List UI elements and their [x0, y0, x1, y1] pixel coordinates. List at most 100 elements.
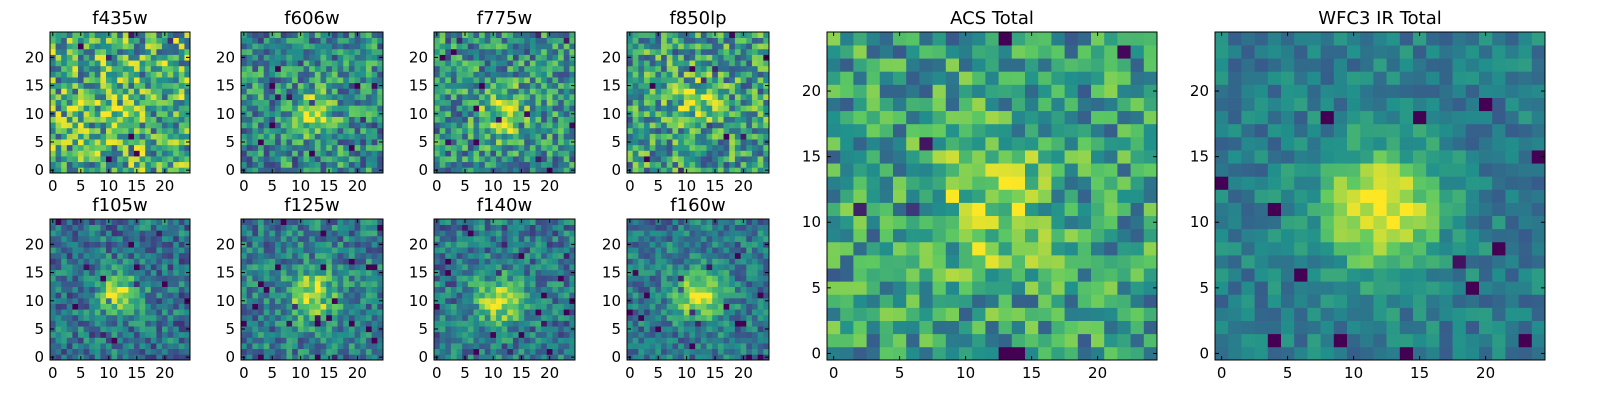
heatmap-cell	[297, 247, 304, 254]
heatmap-cell	[717, 167, 724, 174]
heatmap-cell	[678, 161, 685, 168]
heatmap-cell	[507, 94, 514, 101]
heatmap-cell	[106, 105, 112, 112]
heatmap-cell	[541, 314, 548, 321]
heatmap-cell	[649, 110, 656, 117]
heatmap-cell	[348, 94, 355, 101]
heatmap-cell	[280, 281, 287, 288]
y-tick-label: 0	[225, 348, 235, 366]
heatmap-cell	[546, 331, 553, 338]
heatmap-cell	[434, 144, 440, 151]
heatmap-cell	[456, 88, 463, 95]
heatmap-cell	[552, 161, 559, 168]
heatmap-cell	[111, 144, 118, 151]
axes-frame	[433, 31, 576, 174]
heatmap-cell	[145, 43, 152, 50]
heatmap-cell	[678, 88, 685, 95]
heatmap-cell	[286, 224, 293, 231]
heatmap-cell	[252, 297, 259, 304]
heatmap-cell	[326, 269, 333, 276]
heatmap-cell	[241, 133, 248, 140]
heatmap-cell	[320, 37, 327, 44]
heatmap-cell	[496, 269, 503, 276]
heatmap-cell	[490, 105, 497, 112]
heatmap-cell	[473, 326, 480, 333]
heatmap-cell	[258, 224, 265, 231]
heatmap-cell	[178, 32, 185, 38]
heatmap-cell	[467, 331, 474, 338]
heatmap-cell	[184, 99, 191, 106]
heatmap-cell	[343, 252, 350, 259]
heatmap-cell	[139, 281, 146, 288]
heatmap-cell	[178, 133, 185, 140]
heatmap-cell	[263, 37, 270, 44]
heatmap-cell	[178, 88, 185, 95]
heatmap-cell	[712, 88, 719, 95]
heatmap-cell	[434, 224, 440, 231]
heatmap-cell	[50, 116, 56, 123]
heatmap-cell	[377, 133, 384, 140]
heatmap-cell	[303, 139, 310, 146]
heatmap-cell	[78, 37, 84, 44]
heatmap-cell	[507, 156, 514, 163]
heatmap-cell	[496, 314, 503, 321]
heatmap-cell	[167, 32, 174, 38]
heatmap-cell	[314, 343, 321, 350]
heatmap-cell	[467, 139, 474, 146]
heatmap-cell	[638, 122, 645, 129]
heatmap-cell	[150, 127, 157, 134]
heatmap-cell	[467, 241, 474, 248]
heatmap-cell	[507, 320, 514, 327]
heatmap-cell	[683, 150, 690, 157]
heatmap-cell	[280, 314, 287, 321]
heatmap-cell	[661, 139, 668, 146]
heatmap-cell	[78, 144, 84, 151]
heatmap-cell	[337, 122, 344, 129]
heatmap-cell	[377, 127, 384, 134]
heatmap-cell	[666, 105, 673, 112]
heatmap-cell	[292, 252, 299, 259]
heatmap-cell	[167, 65, 174, 72]
heatmap-cell	[456, 309, 463, 316]
heatmap-cell	[150, 326, 157, 333]
heatmap-cell	[678, 54, 685, 61]
heatmap-cell	[518, 258, 525, 265]
heatmap-cell	[275, 71, 282, 78]
heatmap-cell	[314, 99, 321, 106]
heatmap-cell	[360, 241, 367, 248]
heatmap-cell	[303, 71, 310, 78]
heatmap-cell	[529, 99, 536, 106]
heatmap-cell	[717, 144, 724, 151]
heatmap-cell	[496, 292, 503, 299]
heatmap-cell	[156, 230, 163, 237]
heatmap-cell	[246, 156, 253, 163]
heatmap-cell	[496, 331, 503, 338]
heatmap-cell	[134, 264, 140, 271]
heatmap-cell	[734, 133, 741, 140]
heatmap-cell	[479, 326, 486, 333]
heatmap-cell	[106, 258, 112, 265]
heatmap-cell	[83, 292, 90, 299]
heatmap-cell	[66, 264, 73, 271]
heatmap-cell	[552, 326, 559, 333]
heatmap-cell	[326, 326, 333, 333]
heatmap-cell	[72, 122, 79, 129]
heatmap-cell	[456, 264, 463, 271]
heatmap-cell	[122, 264, 129, 271]
heatmap-cell	[246, 219, 253, 225]
heatmap-cell	[258, 247, 265, 254]
heatmap-cell	[450, 150, 457, 157]
heatmap-cell	[156, 167, 163, 174]
heatmap-cell	[111, 65, 118, 72]
heatmap-cell	[72, 247, 79, 254]
heatmap-cell	[700, 60, 707, 67]
heatmap-cell	[484, 77, 491, 84]
heatmap-cell	[66, 150, 73, 157]
heatmap-cell	[552, 269, 559, 276]
heatmap-cell	[360, 354, 367, 361]
heatmap-cell	[360, 127, 367, 134]
heatmap-cell	[666, 314, 673, 321]
heatmap-cell	[343, 54, 350, 61]
heatmap-cell	[757, 37, 764, 44]
heatmap-cell	[258, 230, 265, 237]
